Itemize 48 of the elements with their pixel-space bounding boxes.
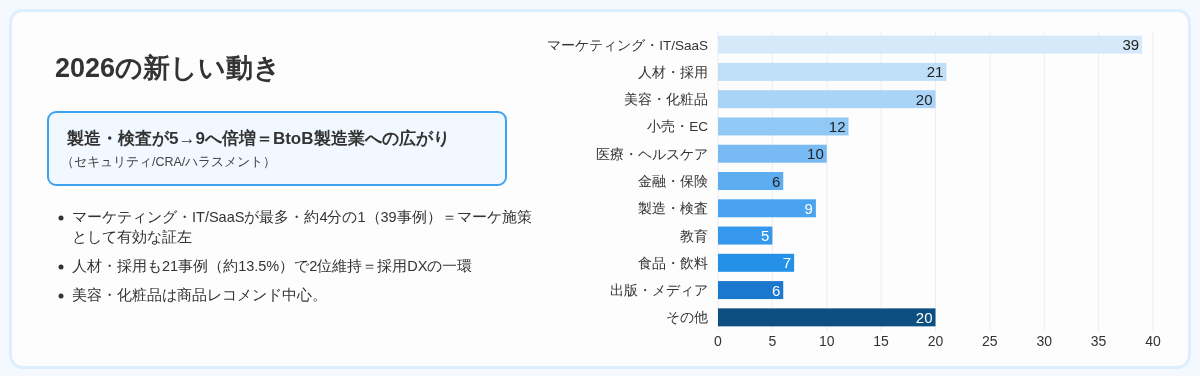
x-tick-label: 30: [1036, 333, 1053, 349]
bar: [718, 253, 795, 272]
data-label: 12: [828, 117, 846, 135]
bar: [718, 308, 936, 327]
bar: [718, 62, 947, 81]
y-tick-label: 小売・EC: [647, 119, 709, 135]
data-label: 6: [771, 172, 781, 190]
data-label: 7: [782, 254, 792, 272]
bar: [718, 144, 827, 163]
x-tick-label: 10: [818, 333, 835, 349]
y-tick-label: 出版・メディア: [610, 283, 708, 299]
bar: [718, 281, 784, 300]
y-tick-label: 食品・飲料: [638, 255, 708, 271]
data-label: 20: [915, 308, 933, 326]
x-tick-label: 15: [873, 333, 890, 349]
x-tick-label: 40: [1145, 333, 1161, 349]
y-tick-label: 製造・検査: [638, 201, 708, 217]
y-tick-label: 人材・採用: [638, 64, 708, 80]
text: （セキュリティ/CRA/ハラスメント）: [61, 154, 278, 171]
x-tick-label: 5: [768, 333, 777, 349]
data-label: 39: [1122, 36, 1140, 54]
data-label: 20: [915, 90, 933, 108]
bar: [718, 199, 816, 218]
data-label: 6: [771, 281, 781, 299]
y-tick-label: その他: [666, 310, 708, 326]
x-tick-label: 25: [982, 333, 998, 349]
y-tick-label: 医療・ヘルスケア: [596, 146, 708, 162]
bar: [718, 35, 1143, 54]
text: 2026の新しい動き: [55, 52, 282, 85]
y-tick-label: 金融・保険: [638, 174, 708, 189]
text: マーケティング・IT/SaaSが最多・約4分の1（39事例）＝マーケ施策として有効な証左: [72, 208, 532, 247]
y-tick-label: マーケティング・IT/SaaS: [547, 37, 708, 53]
x-tick-label: 0: [714, 333, 723, 349]
y-tick-label: 美容・化粧品: [624, 92, 708, 108]
data-label: 21: [926, 63, 944, 81]
y-tick-label: 教育: [680, 227, 708, 244]
bar: [718, 172, 784, 190]
x-tick-label: 35: [1090, 333, 1107, 349]
data-label: 5: [761, 227, 770, 245]
text: 人材・採用も21事例（約13.5%）で2位維持＝採用DXの一環: [72, 257, 474, 276]
text: 美容・化粧品は商品レコメンド中心。: [72, 286, 328, 305]
data-label: 9: [804, 199, 813, 217]
bar: [718, 90, 936, 109]
data-label: 10: [807, 145, 824, 163]
text: 製造・検査が5→9へ倍増＝BtoB製造業への広がり: [67, 128, 451, 150]
x-tick-label: 20: [927, 333, 944, 349]
bar: [718, 117, 849, 136]
bar: [718, 226, 773, 245]
